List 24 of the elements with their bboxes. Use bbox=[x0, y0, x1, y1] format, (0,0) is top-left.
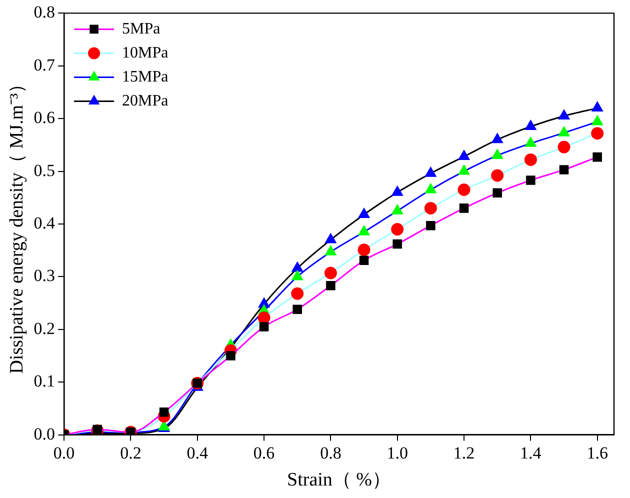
y-tick-label: 0.1 bbox=[34, 372, 56, 391]
y-tick-label: 0.8 bbox=[34, 2, 56, 22]
x-axis-title: Strain（ %） bbox=[287, 470, 392, 491]
x-tick-label: 1.2 bbox=[453, 443, 475, 462]
legend-label: 15MPa bbox=[122, 68, 168, 86]
x-tick-label: 0.4 bbox=[186, 443, 208, 462]
x-tick-label: 1.0 bbox=[386, 443, 408, 462]
y-tick-label: 0.7 bbox=[34, 55, 56, 74]
y-tick-label: 0.6 bbox=[34, 108, 56, 128]
y-tick-label: 0.4 bbox=[34, 213, 56, 232]
legend-label: 10MPa bbox=[122, 44, 168, 62]
x-tick-label: 1.4 bbox=[520, 443, 542, 462]
x-tick-label: 0.8 bbox=[320, 443, 342, 462]
x-tick-label: 0.2 bbox=[120, 443, 142, 462]
x-tick-label: 1.6 bbox=[586, 443, 608, 462]
y-tick-label: 0.2 bbox=[34, 318, 56, 338]
x-tick-label: 0.0 bbox=[53, 443, 75, 462]
y-axis-title: Dissipative energy density（ MJ.m⁻³） bbox=[6, 74, 28, 374]
y-tick-label: 0.5 bbox=[34, 160, 56, 180]
y-tick-label: 0.0 bbox=[34, 424, 56, 444]
legend-label: 20MPa bbox=[122, 92, 168, 110]
x-tick-label: 0.6 bbox=[253, 443, 275, 462]
legend-label: 5MPa bbox=[122, 20, 160, 38]
y-tick-label: 0.3 bbox=[34, 266, 56, 286]
